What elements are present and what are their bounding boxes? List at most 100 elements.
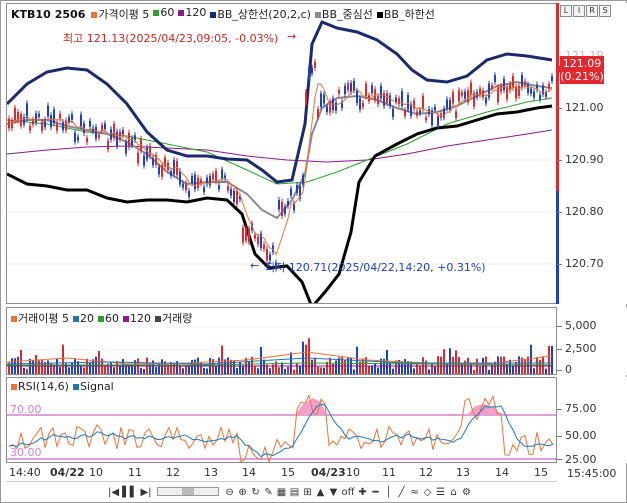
volume-bar (347, 356, 349, 374)
corner-buttons: L I R S (560, 3, 620, 17)
toolbar-button[interactable]: ↻ (251, 486, 260, 498)
candle-body (113, 123, 115, 139)
candle-body (248, 228, 250, 243)
toolbar-button[interactable]: ⌂ (450, 486, 457, 498)
price-legend-item[interactable]: 60 (153, 6, 174, 22)
volume-chart[interactable] (7, 308, 557, 375)
price-axis[interactable]: L I R S 121.19 121.09 (0.21%) 121.00 120… (556, 3, 627, 304)
toolbar-button[interactable]: ▼ (329, 486, 338, 498)
rsi-chart[interactable] (7, 378, 557, 463)
price-legend-item[interactable]: 가격이평 5 (91, 6, 149, 22)
candle-body (341, 101, 343, 108)
volume-bar (497, 356, 499, 374)
toolbar-button[interactable]: ━ (372, 486, 379, 498)
candle-body (311, 67, 313, 74)
candle-body (542, 85, 544, 95)
volume-bar (179, 364, 181, 374)
corner-button-i[interactable]: I (573, 5, 585, 17)
candle-body (545, 92, 547, 97)
volume-bar (194, 359, 196, 374)
toolbar-button[interactable]: off (341, 486, 355, 498)
candle-body (425, 117, 427, 121)
rsi-legend-item[interactable]: RSI(14,6) (11, 380, 69, 393)
volume-legend-item[interactable]: 거래량 (154, 310, 192, 326)
corner-button-s[interactable]: S (599, 5, 611, 17)
time-label: 11 (382, 466, 396, 479)
toolbar-button[interactable]: |◀ (108, 486, 120, 498)
volume-bar (68, 367, 70, 374)
volume-legend-item[interactable]: 60 (97, 312, 119, 325)
price-legend-item[interactable]: BB_중심선 (314, 6, 373, 22)
volume-bar (176, 361, 178, 374)
legend-label: Signal (79, 380, 114, 393)
axis-label-120-80: 120.80 (565, 205, 604, 218)
toolbar-button[interactable]: ☰ (436, 486, 446, 498)
volume-bar (152, 360, 154, 374)
price-panel[interactable]: KTB10 2506 가격이평 5 60 120 BB_상한선(20,2,c) BB_중… (6, 3, 557, 304)
candle-body (119, 131, 121, 140)
candle-body (122, 130, 124, 136)
volume-panel[interactable]: 거래이평 5 20 60 120 거래량 (6, 307, 557, 375)
toolbar-button[interactable]: ≈ (410, 486, 419, 498)
toolbar-button[interactable]: ⚙ (462, 486, 472, 498)
price-chart[interactable] (7, 4, 557, 304)
toolbar-button[interactable]: ✎ (264, 486, 273, 498)
candle-body (401, 91, 403, 106)
volume-bar (293, 369, 295, 374)
toolbar-button[interactable]: ⊕ (238, 486, 247, 498)
axis-tick (557, 370, 562, 371)
candle-body (446, 99, 448, 109)
toolbar-button[interactable]: ▶| (140, 486, 152, 498)
candle-body (509, 84, 511, 91)
legend-swatch (122, 315, 129, 322)
candle-body (380, 85, 382, 99)
volume-bar (416, 362, 418, 374)
candle-body (299, 185, 301, 199)
axis-tick (557, 160, 562, 161)
volume-bar (434, 366, 436, 374)
toolbar-button[interactable]: ▦ (276, 486, 287, 498)
price-legend-item[interactable]: 120 (178, 6, 206, 22)
corner-button-r[interactable]: R (586, 5, 598, 17)
candle-body (56, 122, 58, 131)
ma120-line (7, 129, 553, 163)
candle-body (59, 113, 61, 119)
current-time: 15:45:00 (567, 467, 617, 480)
candle-body (302, 175, 304, 185)
time-label: 12 (419, 466, 433, 479)
candle-body (527, 84, 529, 93)
toolbar-button[interactable]: ✚ (358, 486, 367, 498)
toolbar-button[interactable]: ⊖ (225, 486, 234, 498)
candle-body (395, 97, 397, 102)
toolbar-button[interactable]: │ (385, 486, 392, 498)
volume-legend-item[interactable]: 120 (122, 312, 151, 325)
price-legend-item[interactable]: BB_상한선(20,2,c) (210, 6, 311, 22)
volume-legend-item[interactable]: 거래이평 5 (11, 310, 69, 326)
volume-bar (107, 363, 109, 374)
candle-body (329, 101, 331, 113)
legend-swatch (154, 316, 161, 322)
volume-bar (479, 366, 481, 374)
candle-body (521, 74, 523, 88)
candle-body (182, 183, 184, 188)
price-legend-item[interactable]: BB_하한선 (376, 6, 435, 22)
toolbar-button[interactable]: ▲ (316, 486, 325, 498)
candle-body (170, 170, 172, 176)
rsi-legend-item[interactable]: Signal (72, 380, 114, 393)
rsi-panel[interactable]: RSI(14,6) Signal 70.00 30.00 (6, 377, 557, 463)
candle-body (143, 155, 145, 166)
toolbar-button[interactable]: ◇ (423, 486, 432, 498)
scroll-thumb[interactable] (182, 488, 194, 495)
scroll-track[interactable] (157, 487, 219, 496)
toolbar-button[interactable]: ▤ (289, 486, 300, 498)
corner-button-l[interactable]: L (560, 5, 572, 17)
volume-bar (278, 367, 280, 374)
volume-bar (143, 368, 145, 374)
time-label: 13 (456, 466, 470, 479)
volume-axis: 5,000 2,500 0 (557, 307, 627, 376)
toolbar-button[interactable]: ╱ (398, 486, 405, 498)
toolbar-button[interactable]: ⊞ (303, 486, 312, 498)
candle-body (68, 116, 70, 122)
toolbar-button[interactable]: ▌▌ (122, 486, 138, 498)
volume-legend-item[interactable]: 20 (72, 312, 94, 325)
